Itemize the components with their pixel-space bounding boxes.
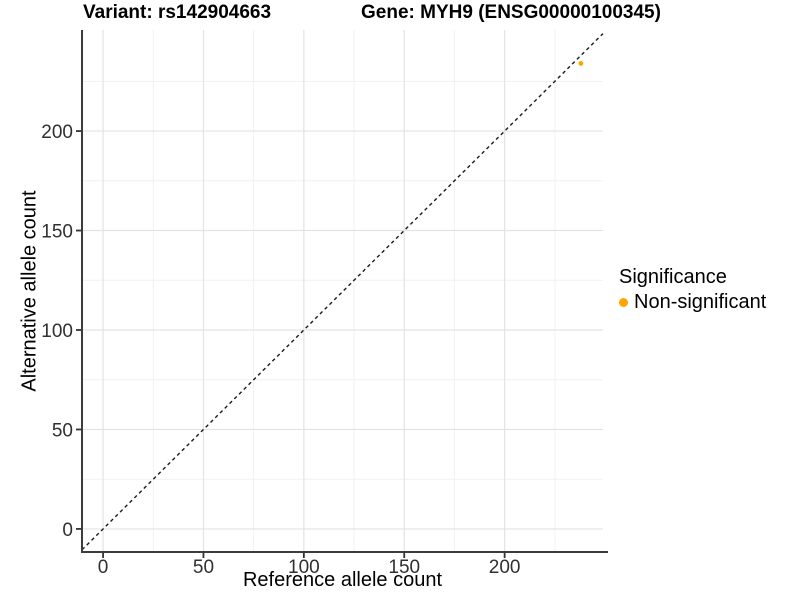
y-axis-title: Alternative allele count <box>18 190 41 392</box>
x-tick-label: 200 <box>489 557 521 578</box>
data-point <box>578 61 584 66</box>
legend-item-non-significant: Non-significant <box>619 291 766 314</box>
identity-line <box>81 33 604 551</box>
legend-point-icon <box>619 298 628 307</box>
x-axis-title: Reference allele count <box>242 569 442 591</box>
x-tick-label: 50 <box>193 557 214 578</box>
legend-title: Significance <box>619 266 727 288</box>
y-tick-label: 100 <box>41 321 73 342</box>
plot-title-variant: Variant: rs142904663 <box>83 2 272 23</box>
y-tick-label: 150 <box>41 222 73 243</box>
legend: Significance Non-significant <box>619 266 766 314</box>
x-tick-label: 100 <box>288 557 320 578</box>
x-tick-label: 150 <box>388 557 420 578</box>
y-tick-label: 200 <box>41 122 73 143</box>
y-tick-label: 50 <box>52 420 73 441</box>
y-tick-label: 0 <box>62 520 73 541</box>
legend-item-label: Non-significant <box>634 291 767 313</box>
plot-title-gene: Gene: MYH9 (ENSG00000100345) <box>361 2 661 23</box>
x-tick-label: 0 <box>98 557 109 578</box>
